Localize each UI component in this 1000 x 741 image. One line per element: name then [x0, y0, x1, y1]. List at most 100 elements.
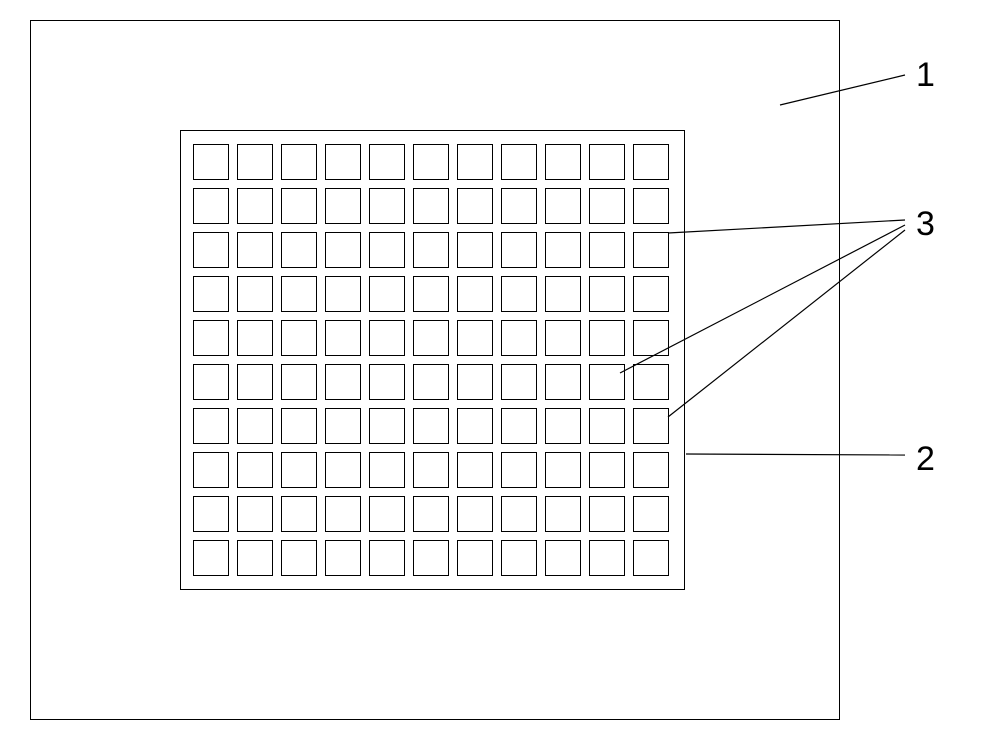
grid-cell-square [545, 452, 581, 488]
grid-cell-square [413, 276, 449, 312]
grid-cell [365, 228, 409, 272]
grid-cell [365, 140, 409, 184]
grid-cell-square [369, 540, 405, 576]
grid-cell-square [545, 188, 581, 224]
grid-cell [585, 140, 629, 184]
grid-cell-square [589, 232, 625, 268]
grid-cell-square [325, 232, 361, 268]
grid-cell [233, 140, 277, 184]
grid-cell-square [193, 232, 229, 268]
grid-cell-square [633, 496, 669, 532]
grid-cell [497, 228, 541, 272]
grid-cell [541, 448, 585, 492]
grid-cell-square [281, 188, 317, 224]
grid-cell-square [369, 364, 405, 400]
grid-cell-square [237, 144, 273, 180]
grid-cell [585, 404, 629, 448]
grid-cell-square [545, 232, 581, 268]
grid-cell-square [193, 320, 229, 356]
grid-cell-square [589, 496, 625, 532]
grid-cell-square [237, 540, 273, 576]
grid-cell [409, 360, 453, 404]
grid-cell-square [325, 540, 361, 576]
grid-cell-square [413, 144, 449, 180]
grid-cell-square [457, 452, 493, 488]
grid-cell-square [413, 408, 449, 444]
grid-cell [321, 536, 365, 580]
grid-cell-square [501, 364, 537, 400]
grid-cell-square [237, 364, 273, 400]
grid-cell [629, 316, 673, 360]
grid-cell-square [633, 144, 669, 180]
grid-cell [189, 536, 233, 580]
grid-cell [453, 272, 497, 316]
grid-cell-square [501, 276, 537, 312]
grid-cell [321, 448, 365, 492]
grid-cell [629, 536, 673, 580]
grid-cell-square [457, 144, 493, 180]
grid-cell-square [457, 540, 493, 576]
grid-cell [585, 492, 629, 536]
grid-cell [629, 448, 673, 492]
grid-cell [277, 492, 321, 536]
grid-cell [233, 228, 277, 272]
grid-cell-square [589, 188, 625, 224]
grid-cell-square [237, 276, 273, 312]
grid-cell-square [281, 276, 317, 312]
grid-cell-square [237, 232, 273, 268]
grid-cell [277, 316, 321, 360]
grid-cell [409, 140, 453, 184]
grid-cell [277, 404, 321, 448]
grid-cell [277, 448, 321, 492]
grid-cell [365, 316, 409, 360]
grid-cell [365, 448, 409, 492]
grid-array [189, 140, 673, 580]
grid-cell-square [545, 144, 581, 180]
diagram-container: 1 2 3 [0, 0, 1000, 741]
grid-cell-square [369, 408, 405, 444]
grid-cell [585, 272, 629, 316]
grid-cell [321, 272, 365, 316]
grid-cell [629, 228, 673, 272]
grid-cell-square [193, 408, 229, 444]
grid-cell-square [193, 496, 229, 532]
grid-cell [277, 272, 321, 316]
grid-cell-square [369, 452, 405, 488]
grid-cell-square [237, 320, 273, 356]
grid-cell-square [413, 232, 449, 268]
grid-cell-square [457, 496, 493, 532]
grid-cell [189, 140, 233, 184]
grid-cell-square [413, 452, 449, 488]
grid-cell [629, 184, 673, 228]
grid-cell-square [281, 408, 317, 444]
grid-cell [585, 448, 629, 492]
grid-cell-square [369, 188, 405, 224]
grid-cell-square [633, 540, 669, 576]
grid-cell-square [281, 232, 317, 268]
grid-cell-square [457, 276, 493, 312]
grid-cell [189, 316, 233, 360]
grid-cell [321, 316, 365, 360]
grid-cell-square [589, 408, 625, 444]
grid-cell-square [501, 232, 537, 268]
grid-cell-square [501, 188, 537, 224]
grid-cell-square [589, 452, 625, 488]
grid-cell-square [633, 320, 669, 356]
grid-cell [629, 360, 673, 404]
grid-cell-square [281, 144, 317, 180]
grid-cell-square [633, 408, 669, 444]
grid-cell-square [237, 452, 273, 488]
grid-cell [233, 404, 277, 448]
grid-cell [189, 492, 233, 536]
grid-cell [453, 536, 497, 580]
grid-cell-square [369, 276, 405, 312]
grid-cell-square [413, 496, 449, 532]
grid-cell [541, 316, 585, 360]
grid-cell-square [545, 408, 581, 444]
grid-cell [189, 272, 233, 316]
grid-cell-square [501, 408, 537, 444]
grid-cell [497, 360, 541, 404]
grid-cell-square [325, 452, 361, 488]
grid-cell [541, 228, 585, 272]
grid-cell [409, 536, 453, 580]
